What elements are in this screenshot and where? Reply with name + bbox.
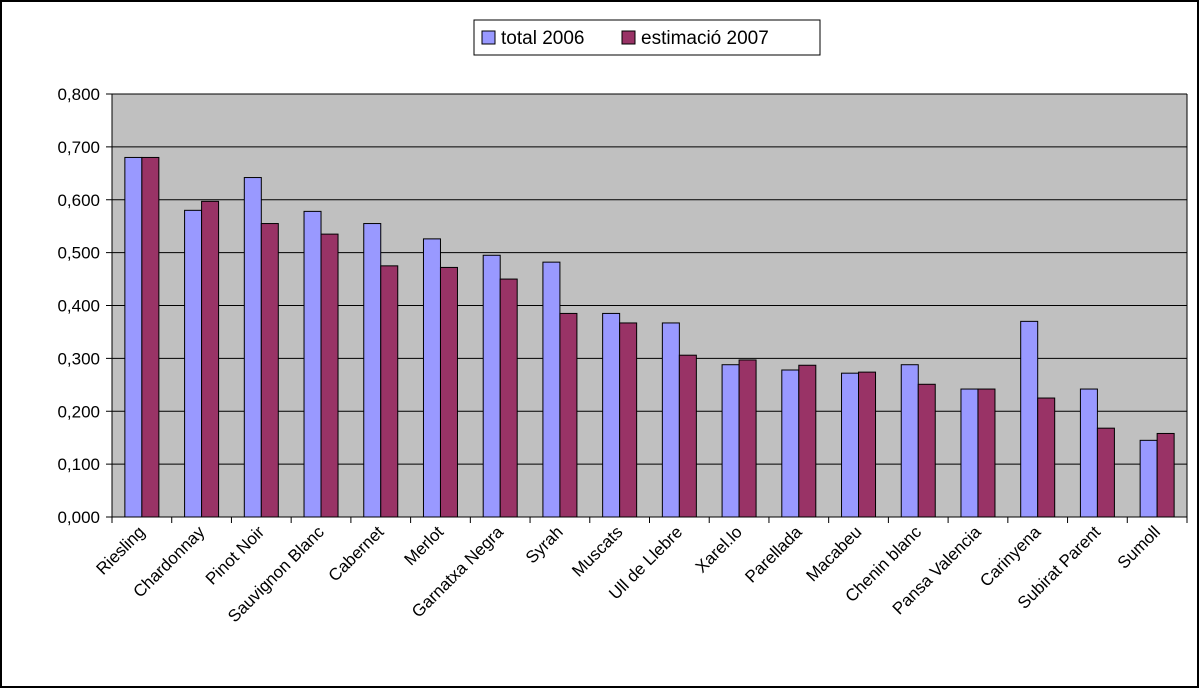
bar-estimacio-2007 bbox=[380, 265, 399, 518]
bar-total-2006 bbox=[900, 364, 919, 518]
y-tick-label: 0,400 bbox=[57, 297, 100, 316]
bar-estimacio-2007 bbox=[917, 383, 936, 518]
bar-total-2006 bbox=[243, 177, 262, 518]
bar-total-2006 bbox=[363, 223, 382, 518]
legend-label: estimació 2007 bbox=[641, 28, 769, 49]
bar-total-2006 bbox=[841, 372, 860, 518]
bar-estimacio-2007 bbox=[559, 312, 578, 518]
y-tick-label: 0,200 bbox=[57, 402, 100, 421]
y-tick-label: 0,500 bbox=[57, 244, 100, 263]
bar-estimacio-2007 bbox=[738, 359, 757, 518]
bar-total-2006 bbox=[542, 261, 561, 518]
bar-estimacio-2007 bbox=[260, 223, 279, 518]
bar-total-2006 bbox=[1020, 320, 1039, 518]
y-tick-label: 0,100 bbox=[57, 455, 100, 474]
y-tick-label: 0,600 bbox=[57, 191, 100, 210]
bars bbox=[124, 156, 1175, 518]
y-tick-label: 0,000 bbox=[57, 508, 100, 527]
bar-estimacio-2007 bbox=[1156, 432, 1175, 518]
bar-total-2006 bbox=[482, 254, 501, 518]
bar-total-2006 bbox=[124, 156, 143, 518]
bar-estimacio-2007 bbox=[619, 322, 638, 518]
legend-box bbox=[473, 19, 821, 56]
legend-label: total 2006 bbox=[501, 28, 584, 49]
bar-total-2006 bbox=[960, 388, 979, 518]
bar-estimacio-2007 bbox=[858, 371, 877, 518]
bar-estimacio-2007 bbox=[1096, 427, 1115, 518]
bar-estimacio-2007 bbox=[201, 200, 220, 518]
bar-estimacio-2007 bbox=[320, 233, 339, 518]
bar-total-2006 bbox=[184, 209, 203, 518]
bar-total-2006 bbox=[602, 312, 621, 518]
bar-estimacio-2007 bbox=[798, 364, 817, 518]
axes bbox=[111, 93, 1188, 523]
y-tick-labels: 0,000 0,100 0,200 0,300 0,400 0,500 0,600 0,700… bbox=[57, 85, 100, 527]
y-tick-label: 0,800 bbox=[57, 85, 100, 104]
bar-total-2006 bbox=[303, 210, 322, 518]
bar-total-2006 bbox=[721, 364, 740, 518]
bar-estimacio-2007 bbox=[439, 266, 458, 518]
bar-total-2006 bbox=[781, 369, 800, 518]
legend-swatch bbox=[481, 30, 496, 45]
bar-total-2006 bbox=[1079, 388, 1098, 518]
y-tick-label: 0,300 bbox=[57, 349, 100, 368]
bar-estimacio-2007 bbox=[141, 156, 160, 518]
bar-total-2006 bbox=[1139, 439, 1158, 518]
legend: total 2006 estimació 2007 bbox=[473, 19, 821, 56]
bar-total-2006 bbox=[661, 322, 680, 518]
bar-estimacio-2007 bbox=[977, 388, 996, 518]
bar-estimacio-2007 bbox=[678, 354, 697, 518]
bar-total-2006 bbox=[422, 238, 441, 518]
bar-estimacio-2007 bbox=[1037, 397, 1056, 518]
bar-estimacio-2007 bbox=[499, 278, 518, 518]
legend-swatch bbox=[621, 30, 636, 45]
y-tick-label: 0,700 bbox=[57, 138, 100, 157]
